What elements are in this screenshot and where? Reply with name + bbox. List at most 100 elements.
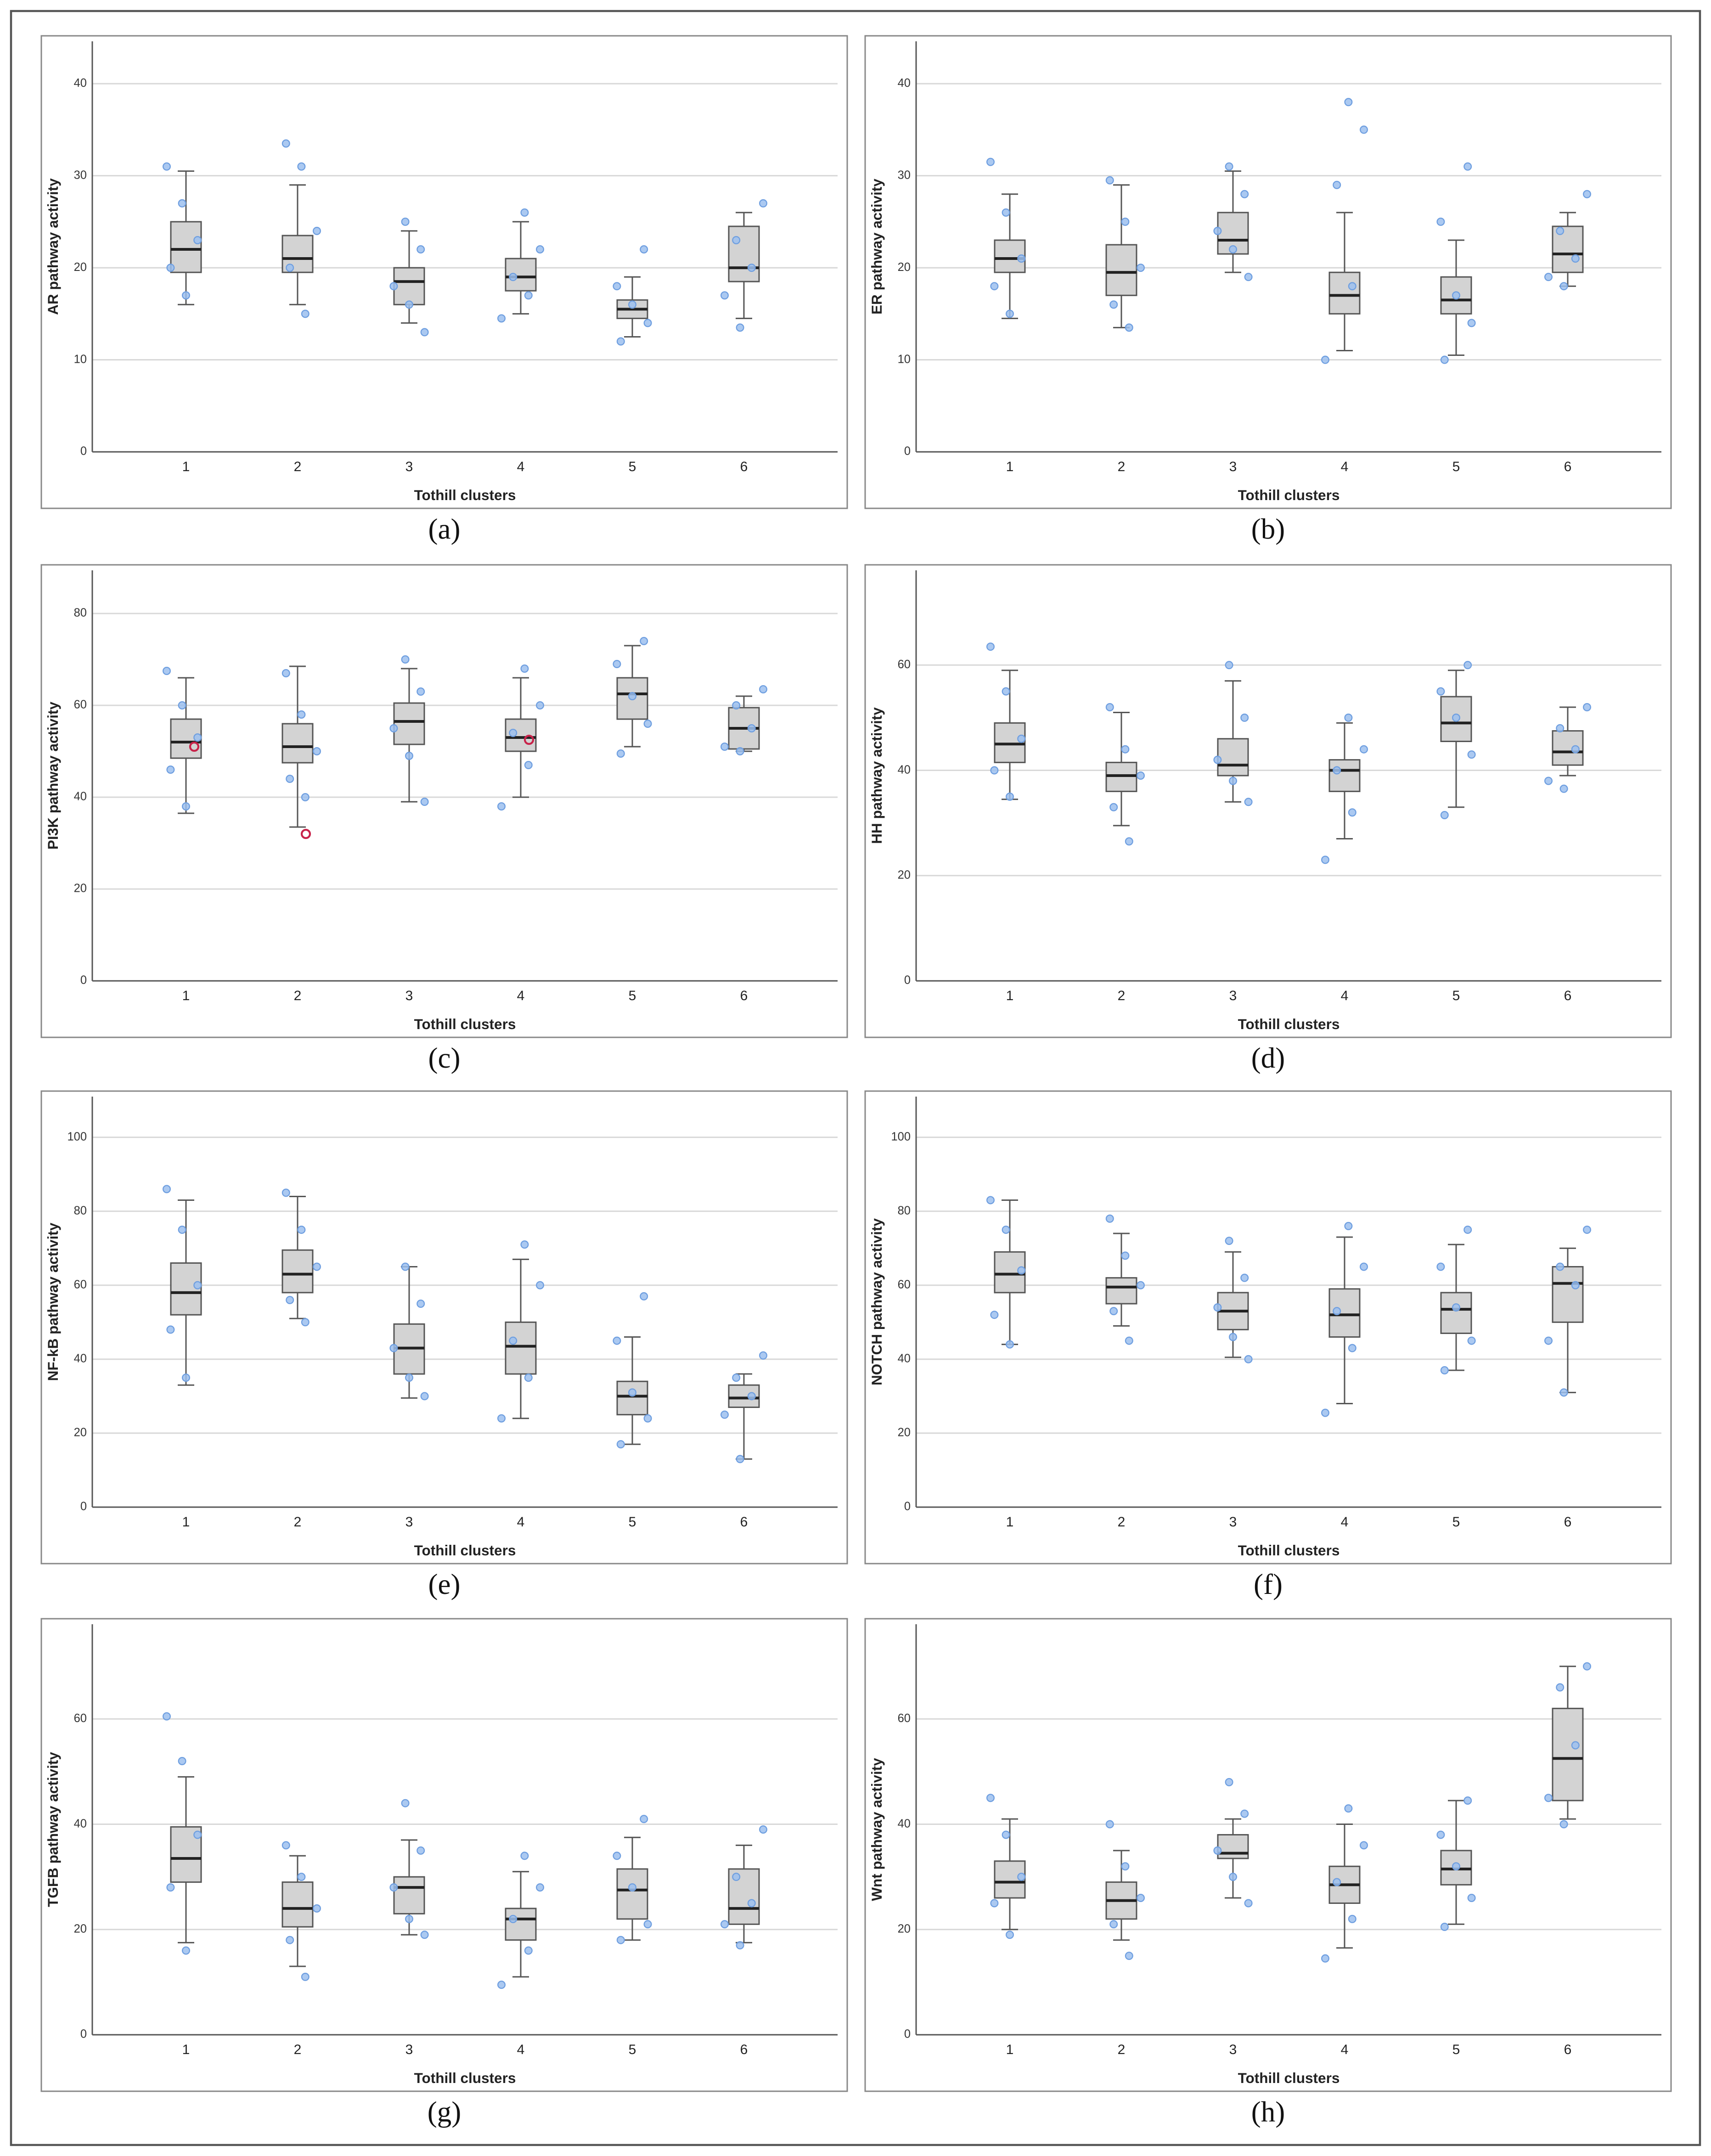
data-point xyxy=(732,1873,741,1881)
x-tick-label: 4 xyxy=(517,459,525,474)
data-point xyxy=(416,1300,425,1308)
x-tick-label: 2 xyxy=(294,2042,302,2057)
box xyxy=(616,1868,648,1920)
data-point xyxy=(720,1920,729,1929)
data-point xyxy=(1244,1899,1253,1908)
x-tick-label: 2 xyxy=(294,459,302,474)
data-point xyxy=(1559,1820,1568,1829)
x-tick-label: 1 xyxy=(182,2042,190,2057)
box xyxy=(393,702,425,745)
data-point xyxy=(1436,687,1445,696)
data-point xyxy=(732,236,741,244)
data-point xyxy=(281,1188,290,1197)
data-point xyxy=(1321,355,1330,364)
data-point xyxy=(420,798,429,806)
data-point xyxy=(759,685,768,694)
data-point xyxy=(166,1883,175,1892)
box xyxy=(728,225,760,282)
highlight-point xyxy=(523,734,535,745)
data-point xyxy=(497,802,506,811)
x-tick-label: 5 xyxy=(629,1514,636,1530)
data-point xyxy=(1436,217,1445,226)
data-point xyxy=(736,1941,744,1950)
data-point xyxy=(1333,1307,1341,1316)
data-point xyxy=(193,236,202,244)
y-tick-label: 60 xyxy=(74,698,87,711)
data-point xyxy=(1467,1336,1476,1345)
y-tick-label: 30 xyxy=(74,169,87,181)
panel: 0 20 40 60 80 100 NF-kB pathway activity Tothil… xyxy=(40,1090,848,1565)
y-tick-label: 40 xyxy=(74,77,87,90)
x-tick-label: 2 xyxy=(294,1514,302,1530)
data-point xyxy=(520,664,529,673)
data-point xyxy=(1452,713,1461,722)
x-tick-label: 1 xyxy=(1006,988,1014,1003)
data-point xyxy=(312,226,321,235)
box xyxy=(505,1908,537,1941)
y-axis-title: TGFB pathway activity xyxy=(45,1752,61,1907)
x-tick-label: 6 xyxy=(1564,2042,1572,2057)
data-point xyxy=(301,310,310,318)
data-point xyxy=(1467,750,1476,759)
data-point xyxy=(281,669,290,677)
x-tick-label: 2 xyxy=(1118,459,1126,474)
y-axis-title: NF-kB pathway activity xyxy=(45,1222,61,1381)
data-point xyxy=(1348,1914,1356,1923)
highlight-point xyxy=(189,741,200,752)
x-tick-label: 4 xyxy=(517,1514,525,1530)
data-point xyxy=(986,158,995,166)
data-point xyxy=(1002,1830,1010,1839)
data-point xyxy=(297,1225,306,1234)
box xyxy=(393,267,425,305)
data-point xyxy=(759,199,768,208)
y-tick-label: 20 xyxy=(898,1923,911,1936)
box xyxy=(1217,738,1249,777)
box xyxy=(505,258,537,292)
data-point xyxy=(520,1240,529,1249)
data-point xyxy=(509,729,518,737)
x-tick-label: 3 xyxy=(405,988,413,1003)
data-point xyxy=(1452,1862,1461,1871)
x-axis-title: Tothill clusters xyxy=(414,1542,516,1559)
data-point xyxy=(1240,1273,1249,1282)
data-point xyxy=(509,273,518,281)
data-point xyxy=(1559,784,1568,793)
box xyxy=(505,1321,537,1375)
data-point xyxy=(1556,1262,1565,1271)
data-point xyxy=(1125,323,1133,332)
data-point xyxy=(628,300,636,309)
data-point xyxy=(524,1374,533,1382)
data-point xyxy=(747,1392,756,1401)
data-point xyxy=(643,319,652,327)
data-point xyxy=(747,264,756,272)
data-point xyxy=(1583,1662,1592,1671)
data-point xyxy=(178,1225,186,1234)
data-point xyxy=(1109,1920,1118,1929)
data-point xyxy=(312,1904,321,1913)
x-tick-label: 2 xyxy=(1118,988,1126,1003)
x-tick-label: 6 xyxy=(740,2042,748,2057)
panel: 0 20 40 60 TGFB pathway activity Tothill clus… xyxy=(40,1618,848,2092)
data-point xyxy=(1333,766,1341,775)
data-point xyxy=(1006,310,1014,318)
data-point xyxy=(628,1883,636,1892)
y-tick-label: 40 xyxy=(898,763,911,776)
data-point xyxy=(1333,180,1341,189)
data-point xyxy=(1213,1303,1222,1312)
data-point xyxy=(1006,1931,1014,1939)
panel-label: (e) xyxy=(428,1568,461,1600)
data-point xyxy=(732,1374,741,1382)
data-point xyxy=(1360,1841,1368,1850)
data-point xyxy=(1109,300,1118,309)
panel-label: (h) xyxy=(1251,2096,1285,2128)
data-point xyxy=(1440,1366,1449,1375)
data-point xyxy=(990,1311,999,1319)
data-point xyxy=(420,328,429,337)
data-point xyxy=(720,1410,729,1419)
x-tick-label: 2 xyxy=(1118,2042,1126,2057)
data-point xyxy=(1452,291,1461,300)
panel: 0 20 40 60 80 100 NOTCH pathway activity Tothil… xyxy=(864,1090,1672,1565)
box xyxy=(728,1384,760,1408)
data-point xyxy=(420,1392,429,1401)
data-point xyxy=(747,724,756,733)
